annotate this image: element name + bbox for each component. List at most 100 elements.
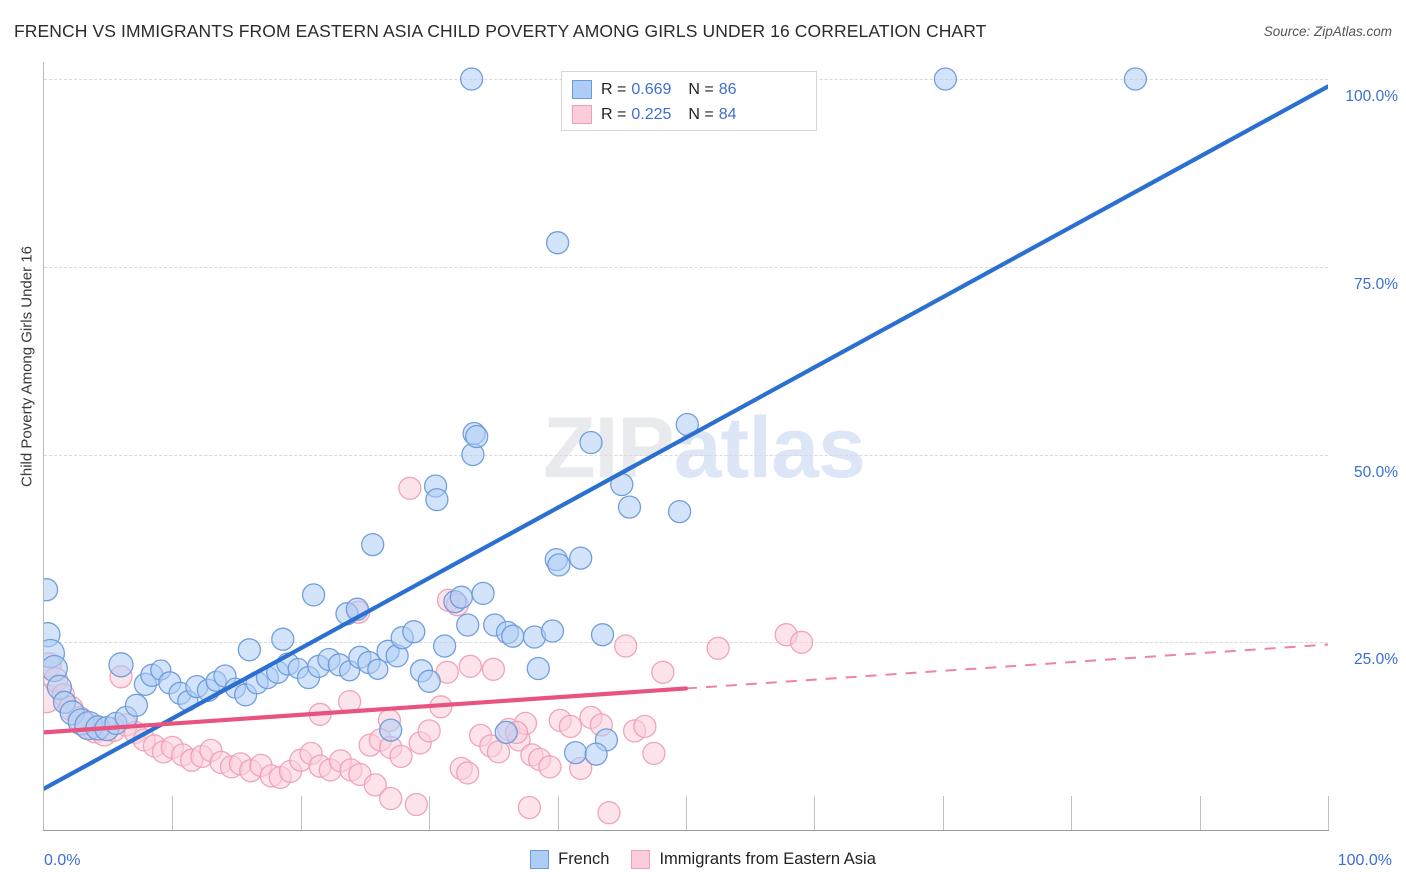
- series-french: [44, 67, 1148, 766]
- data-point: [456, 761, 480, 785]
- legend-swatch-immigrants: [572, 105, 592, 124]
- data-point: [425, 487, 449, 512]
- data-point: [1123, 67, 1148, 91]
- data-point: [579, 430, 603, 455]
- x-tick-90: [1199, 796, 1201, 830]
- data-point: [563, 740, 588, 765]
- data-point: [526, 656, 550, 681]
- data-point: [417, 669, 441, 693]
- x-tick-20: [300, 796, 302, 830]
- data-point: [379, 786, 403, 811]
- n-value-immigrants: 84: [718, 105, 737, 123]
- data-point: [667, 499, 692, 524]
- gridline-75: [44, 266, 1328, 268]
- gridline-50: [44, 454, 1328, 456]
- data-point: [706, 636, 730, 660]
- x-tick-50: [686, 796, 687, 830]
- data-point: [545, 231, 570, 255]
- n-label-immigrants: N =: [688, 105, 714, 123]
- data-point: [517, 795, 542, 820]
- data-point: [389, 744, 413, 769]
- data-point: [417, 719, 441, 743]
- data-point: [301, 583, 326, 607]
- r-value-immigrants: 0.225: [631, 105, 672, 123]
- data-point: [617, 495, 642, 519]
- y-tick-label-75: 75.0%: [1354, 275, 1398, 293]
- data-point: [456, 613, 480, 637]
- data-point: [590, 623, 615, 647]
- x-tick-70: [942, 796, 944, 830]
- data-point: [367, 658, 389, 680]
- legend-label-french: French: [558, 850, 610, 868]
- data-point: [379, 718, 403, 742]
- data-point: [465, 424, 489, 449]
- data-point: [540, 619, 565, 643]
- data-point: [633, 714, 657, 739]
- n-label-french: N =: [688, 80, 714, 98]
- trend-lines-group: [44, 84, 1328, 791]
- data-point: [558, 714, 583, 739]
- y-tick-label-50: 50.0%: [1354, 463, 1398, 481]
- r-label-immigrants: R =: [601, 105, 627, 123]
- x-axis-line: [43, 830, 1329, 831]
- data-point: [597, 801, 621, 825]
- x-axis-right-tick: [1328, 796, 1329, 830]
- data-point: [402, 620, 426, 644]
- correlation-legend-row-french: R = 0.669 N = 86: [572, 77, 806, 102]
- data-point: [432, 634, 457, 658]
- data-points-group: [44, 67, 1148, 825]
- data-point: [363, 773, 387, 797]
- data-point: [237, 638, 262, 662]
- x-tick-30: [429, 796, 431, 830]
- data-point: [458, 654, 482, 678]
- data-point: [449, 585, 473, 609]
- data-point: [271, 627, 295, 651]
- correlation-legend: R = 0.669 N = 86 R = 0.225 N = 84: [561, 71, 817, 131]
- y-tick-label-25: 25.0%: [1354, 651, 1398, 669]
- trendline-immigrants-dashed: [685, 643, 1328, 690]
- legend-swatch-french: [572, 80, 592, 99]
- data-point: [459, 67, 484, 91]
- legend-color-immigrants: [631, 850, 651, 869]
- data-point: [398, 476, 422, 500]
- data-point: [361, 532, 385, 557]
- data-point: [651, 660, 675, 684]
- trendline-immigrants-solid: [44, 686, 689, 735]
- x-tick-60: [814, 796, 816, 830]
- data-point: [789, 630, 814, 654]
- data-point: [494, 720, 518, 745]
- n-value-french: 86: [718, 80, 737, 98]
- legend-item-french[interactable]: French: [530, 850, 609, 869]
- legend-label-immigrants: Immigrants from Eastern Asia: [659, 850, 876, 868]
- r-value-french: 0.669: [631, 80, 672, 98]
- data-point: [569, 546, 593, 570]
- data-point: [538, 755, 562, 779]
- x-tick-80: [1071, 796, 1073, 830]
- x-axis-min-label: 0.0%: [44, 852, 81, 869]
- legend-color-french: [530, 850, 550, 869]
- data-point: [614, 634, 638, 658]
- data-point: [471, 581, 495, 606]
- data-point: [108, 652, 134, 678]
- legend-item-immigrants[interactable]: Immigrants from Eastern Asia: [631, 850, 876, 869]
- x-tick-10: [172, 796, 174, 830]
- page-title: FRENCH VS IMMIGRANTS FROM EASTERN ASIA C…: [14, 21, 987, 41]
- data-point: [124, 693, 149, 717]
- data-point: [486, 740, 511, 764]
- data-point: [547, 553, 571, 577]
- correlation-legend-row-immigrants: R = 0.225 N = 84: [572, 102, 806, 127]
- trendline-french: [44, 84, 1328, 791]
- data-point: [642, 741, 666, 766]
- data-point: [404, 792, 429, 817]
- data-point: [584, 742, 608, 766]
- x-tick-40: [557, 796, 559, 830]
- data-point: [501, 624, 525, 648]
- data-point: [481, 657, 506, 681]
- series-immigrants: [44, 476, 814, 825]
- source-label: Source: ZipAtlas.com: [1263, 24, 1392, 39]
- x-axis-max-label: 100.0%: [1337, 852, 1392, 869]
- r-label-french: R =: [601, 80, 627, 98]
- gridline-25: [44, 642, 1328, 644]
